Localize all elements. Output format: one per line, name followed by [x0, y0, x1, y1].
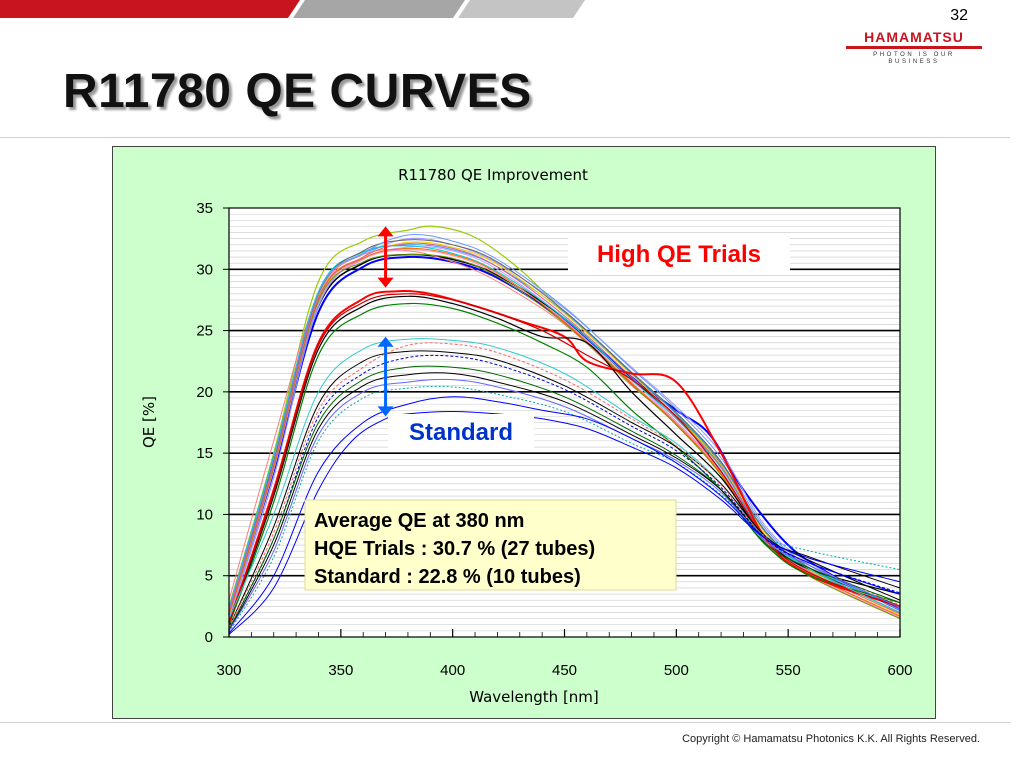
hqe-trials-label: High QE Trials [597, 241, 761, 268]
qe-curve-24 [228, 365, 901, 630]
y-tick-label: 25 [196, 323, 213, 340]
qe-chart: 0 5 10 15 20 25 30 35 300 350 400 450 500 550 600 R117… [112, 146, 936, 719]
x-axis-label: Wavelength [nm] [469, 688, 599, 706]
qe-curve-14 [228, 233, 901, 611]
qe-curve-19 [228, 293, 901, 624]
footer-divider [0, 722, 1010, 723]
y-tick-label: 10 [196, 506, 213, 523]
chart-title: R11780 QE Improvement [398, 166, 588, 184]
x-tick-label: 550 [776, 662, 801, 679]
gray-stripe [293, 0, 465, 18]
slide-title: R11780 QE CURVES [63, 65, 532, 118]
standard-range-arrow-head-up [377, 336, 394, 347]
copyright-notice: Copyright © Hamamatsu Photonics K.K. All… [682, 733, 980, 745]
qe-curve-28 [228, 396, 901, 634]
logo-wordmark: HAMAMATSU [864, 29, 964, 45]
x-tick-label: 450 [552, 662, 577, 679]
y-tick-label: 5 [205, 568, 213, 585]
y-tick-label: 35 [196, 200, 213, 217]
logo-underline [846, 46, 982, 49]
x-tick-label: 350 [328, 662, 353, 679]
summary-box [304, 499, 677, 591]
series-lines [228, 225, 901, 635]
accent-stripe [0, 0, 300, 18]
qe-curve-26 [228, 378, 901, 632]
hqe-range-arrow-head-up [377, 226, 394, 237]
title-divider [0, 137, 1010, 138]
y-tick-label: 20 [196, 384, 213, 401]
summary-line: HQE Trials : 30.7 % (27 tubes) [314, 538, 595, 560]
hqe-range-arrow-head-down [377, 277, 394, 288]
axis-ticks: 0 5 10 15 20 25 30 35 300 350 400 450 500 550 600 [196, 200, 912, 679]
gray-stripe [458, 0, 585, 18]
logo-tagline: PHOTON IS OUR BUSINESS [873, 52, 955, 65]
hamamatsu-logo: HAMAMATSU PHOTON IS OUR BUSINESS [846, 30, 982, 66]
x-tick-label: 500 [664, 662, 689, 679]
standard-label: Standard [409, 419, 513, 446]
x-tick-label: 300 [216, 662, 241, 679]
qe-curve-27 [228, 385, 901, 633]
x-tick-label: 400 [440, 662, 465, 679]
x-tick-label: 600 [887, 662, 912, 679]
hqe-label-background [568, 234, 790, 272]
summary-line: Standard : 22.8 % (10 tubes) [314, 566, 581, 588]
qe-curve-18 [228, 302, 901, 625]
qe-curve-21 [228, 350, 901, 628]
qe-curve-22 [228, 342, 901, 628]
y-tick-label: 15 [196, 445, 213, 462]
annotations: High QE Trials Standard Average QE at 380 … [304, 226, 790, 591]
top-decorative-bar [0, 0, 585, 18]
qe-curve-16 [228, 290, 901, 623]
y-tick-label: 30 [196, 261, 213, 278]
slide-number: 32 [950, 7, 968, 24]
standard-label-background [388, 414, 534, 450]
standard-range-arrow-head-down [377, 406, 394, 417]
summary-line: Average QE at 380 nm [314, 510, 524, 532]
y-axis-label: QE [%] [140, 396, 158, 448]
y-tick-label: 0 [205, 629, 213, 646]
